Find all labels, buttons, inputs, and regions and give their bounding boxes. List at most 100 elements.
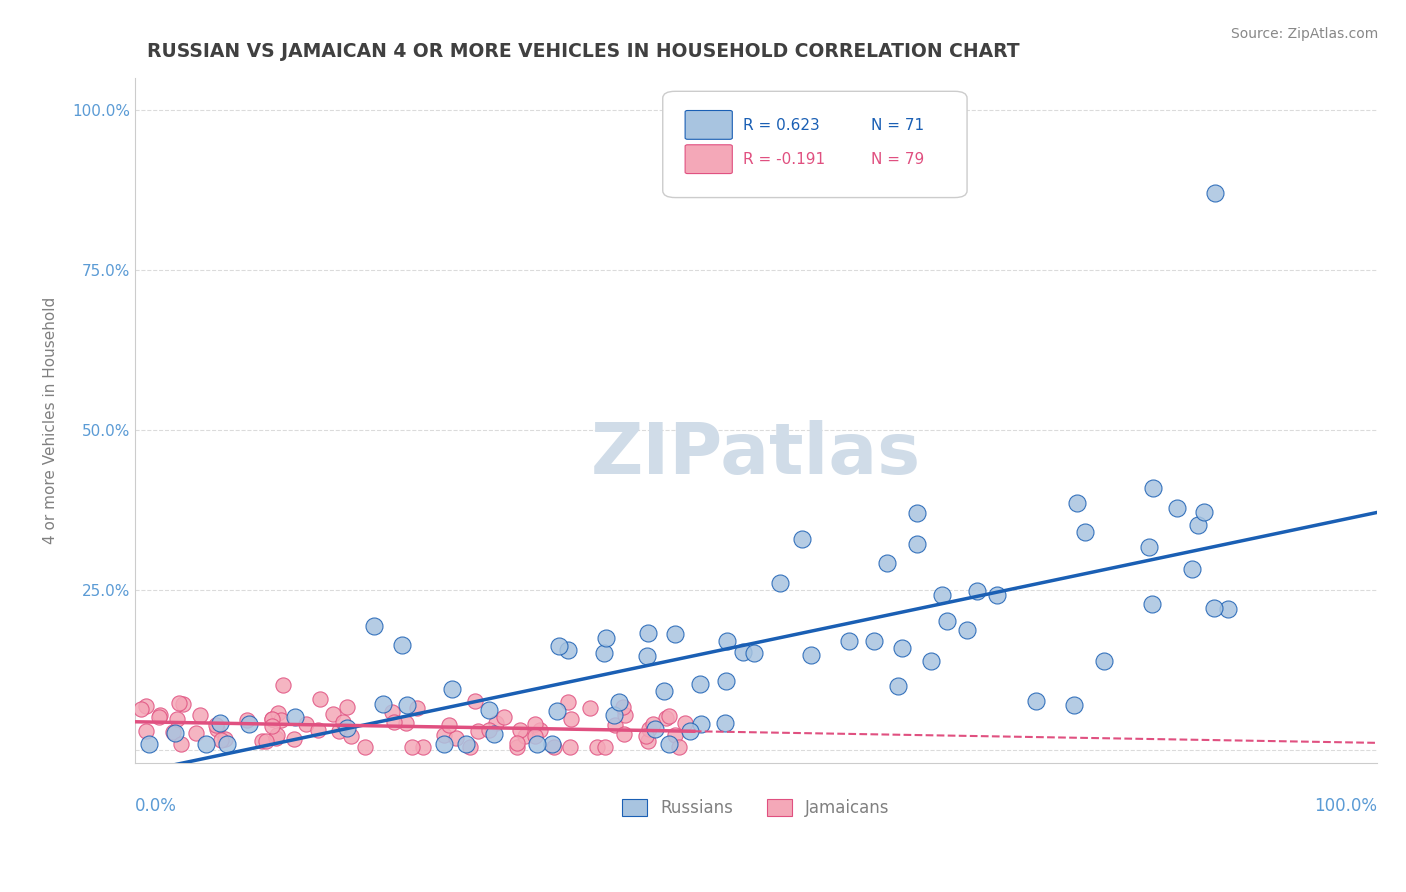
Point	[585, 740, 607, 755]
FancyBboxPatch shape	[662, 91, 967, 197]
Point	[863, 633, 886, 648]
Point	[354, 740, 377, 755]
Point	[1092, 654, 1115, 668]
Point	[170, 737, 193, 751]
Point	[454, 737, 477, 751]
Point	[543, 739, 565, 754]
Point	[1218, 601, 1240, 615]
Point	[464, 693, 486, 707]
Point	[592, 646, 614, 660]
Text: N = 71: N = 71	[872, 118, 925, 133]
Point	[546, 704, 568, 718]
Point	[437, 718, 460, 732]
Point	[595, 632, 617, 646]
Point	[986, 588, 1008, 602]
Point	[138, 737, 160, 751]
Point	[800, 648, 823, 662]
FancyBboxPatch shape	[685, 111, 733, 139]
Point	[209, 716, 232, 731]
Point	[309, 692, 332, 706]
Point	[966, 584, 988, 599]
Point	[558, 740, 581, 755]
Point	[637, 733, 659, 747]
Point	[149, 708, 172, 723]
Point	[209, 732, 232, 747]
Point	[637, 722, 659, 736]
Point	[485, 716, 508, 731]
Point	[135, 698, 157, 713]
Point	[644, 723, 666, 737]
Point	[506, 740, 529, 755]
Point	[266, 728, 288, 742]
Point	[339, 730, 361, 744]
Point	[1137, 541, 1160, 555]
Point	[612, 700, 634, 714]
Point	[905, 537, 928, 551]
Point	[264, 731, 287, 746]
Point	[332, 715, 354, 730]
Point	[679, 724, 702, 739]
Point	[172, 697, 194, 711]
Point	[396, 698, 419, 712]
Point	[714, 715, 737, 730]
Point	[658, 708, 681, 723]
Point	[433, 728, 456, 742]
Point	[526, 737, 548, 751]
Point	[1204, 186, 1226, 200]
Point	[260, 719, 283, 733]
Point	[742, 646, 765, 660]
Point	[195, 737, 218, 751]
Point	[603, 708, 626, 723]
Point	[838, 634, 860, 648]
Point	[401, 739, 423, 754]
Point	[607, 695, 630, 709]
Point	[322, 707, 344, 722]
Point	[529, 723, 551, 737]
Text: 100.0%: 100.0%	[1315, 797, 1376, 815]
Point	[1025, 694, 1047, 708]
Point	[792, 533, 814, 547]
Point	[548, 639, 571, 653]
Text: R = 0.623: R = 0.623	[744, 118, 820, 133]
Point	[636, 648, 658, 663]
Point	[205, 718, 228, 732]
Point	[283, 732, 305, 747]
Point	[509, 723, 531, 738]
Point	[1181, 562, 1204, 576]
Point	[905, 506, 928, 520]
Point	[271, 678, 294, 692]
Point	[887, 679, 910, 693]
Point	[675, 715, 697, 730]
Point	[270, 713, 292, 727]
Point	[433, 737, 456, 751]
Text: RUSSIAN VS JAMAICAN 4 OR MORE VEHICLES IN HOUSEHOLD CORRELATION CHART: RUSSIAN VS JAMAICAN 4 OR MORE VEHICLES I…	[148, 42, 1019, 61]
Point	[664, 728, 686, 742]
Point	[135, 724, 157, 739]
Point	[166, 712, 188, 726]
Point	[769, 575, 792, 590]
Point	[184, 726, 207, 740]
Point	[891, 641, 914, 656]
Point	[714, 673, 737, 688]
Legend: Russians, Jamaicans: Russians, Jamaicans	[616, 792, 896, 823]
Point	[283, 710, 305, 724]
FancyBboxPatch shape	[685, 145, 733, 174]
Point	[936, 614, 959, 628]
Point	[506, 736, 529, 750]
Point	[603, 717, 626, 731]
Point	[214, 732, 236, 747]
Point	[382, 714, 405, 729]
Text: ZIPatlas: ZIPatlas	[591, 420, 921, 489]
Point	[238, 717, 260, 731]
Point	[467, 724, 489, 739]
Point	[557, 643, 579, 657]
Point	[1142, 481, 1164, 495]
Point	[167, 696, 190, 710]
Point	[658, 737, 681, 751]
Point	[262, 712, 284, 726]
Point	[129, 702, 152, 716]
Point	[395, 716, 418, 731]
Point	[1066, 496, 1088, 510]
Point	[441, 681, 464, 696]
Point	[654, 711, 676, 725]
